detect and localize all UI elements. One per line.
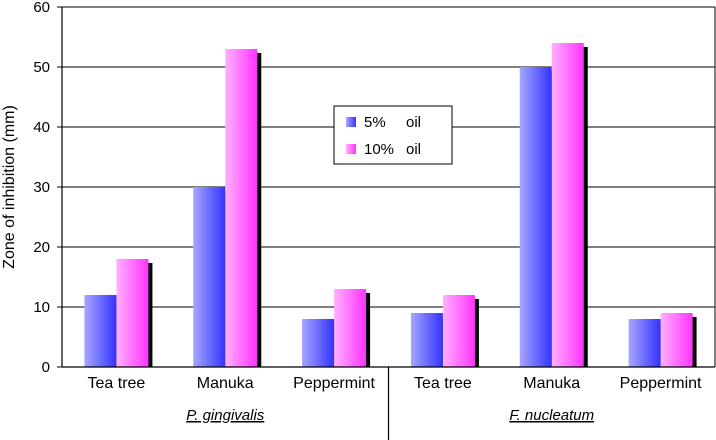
- axes: [57, 6, 716, 440]
- y-axis-label: Zone of inhibition (mm): [1, 105, 18, 269]
- x-tick-label-3: Tea tree: [414, 375, 472, 392]
- y-tick-label-10: 10: [33, 299, 50, 316]
- bar-10pct-2: [334, 289, 367, 367]
- x-tick-label-0: Tea tree: [88, 375, 146, 392]
- x-tick-label-5: Peppermint: [620, 375, 702, 392]
- bar-10pct-0: [116, 259, 149, 367]
- x-tick-label-1: Manuka: [197, 375, 254, 392]
- bar-5pct-1: [193, 187, 226, 367]
- legend: 5% oil 10% oil: [333, 105, 453, 165]
- bar-5pct-4: [519, 67, 552, 367]
- legend-suffix-5pct: oil: [406, 114, 421, 131]
- x-tick-label-4: Manuka: [523, 375, 580, 392]
- group-label-0: P. gingivalis: [186, 407, 265, 424]
- bar-5pct-0: [84, 295, 117, 367]
- bar-5pct-3: [410, 313, 443, 367]
- legend-swatch-10pct: [346, 144, 356, 154]
- legend-suffix-10pct: oil: [406, 141, 421, 158]
- y-tick-label-0: 0: [42, 359, 50, 376]
- bar-5pct-5: [628, 319, 661, 367]
- y-tick-label-60: 60: [33, 0, 50, 16]
- legend-label-5pct: 5%: [364, 114, 386, 131]
- bars: [84, 43, 697, 367]
- bar-10pct-5: [660, 313, 693, 367]
- group-label-1: F. nucleatum: [509, 407, 594, 424]
- bar-5pct-2: [302, 319, 335, 367]
- bar-10pct-3: [442, 295, 475, 367]
- bar-10pct-4: [551, 43, 584, 367]
- y-tick-label-50: 50: [33, 59, 50, 76]
- labels: 0 10 20 30 40 50 60 Tea tree Manuka Peppermint Tea…: [33, 0, 702, 424]
- legend-box: [333, 105, 453, 165]
- y-tick-label-30: 30: [33, 179, 50, 196]
- x-tick-label-2: Peppermint: [293, 375, 375, 392]
- legend-label-10pct: 10%: [364, 141, 394, 158]
- bar-10pct-1: [225, 49, 258, 367]
- y-tick-label-20: 20: [33, 239, 50, 256]
- legend-swatch-5pct: [346, 117, 356, 127]
- y-tick-label-40: 40: [33, 119, 50, 136]
